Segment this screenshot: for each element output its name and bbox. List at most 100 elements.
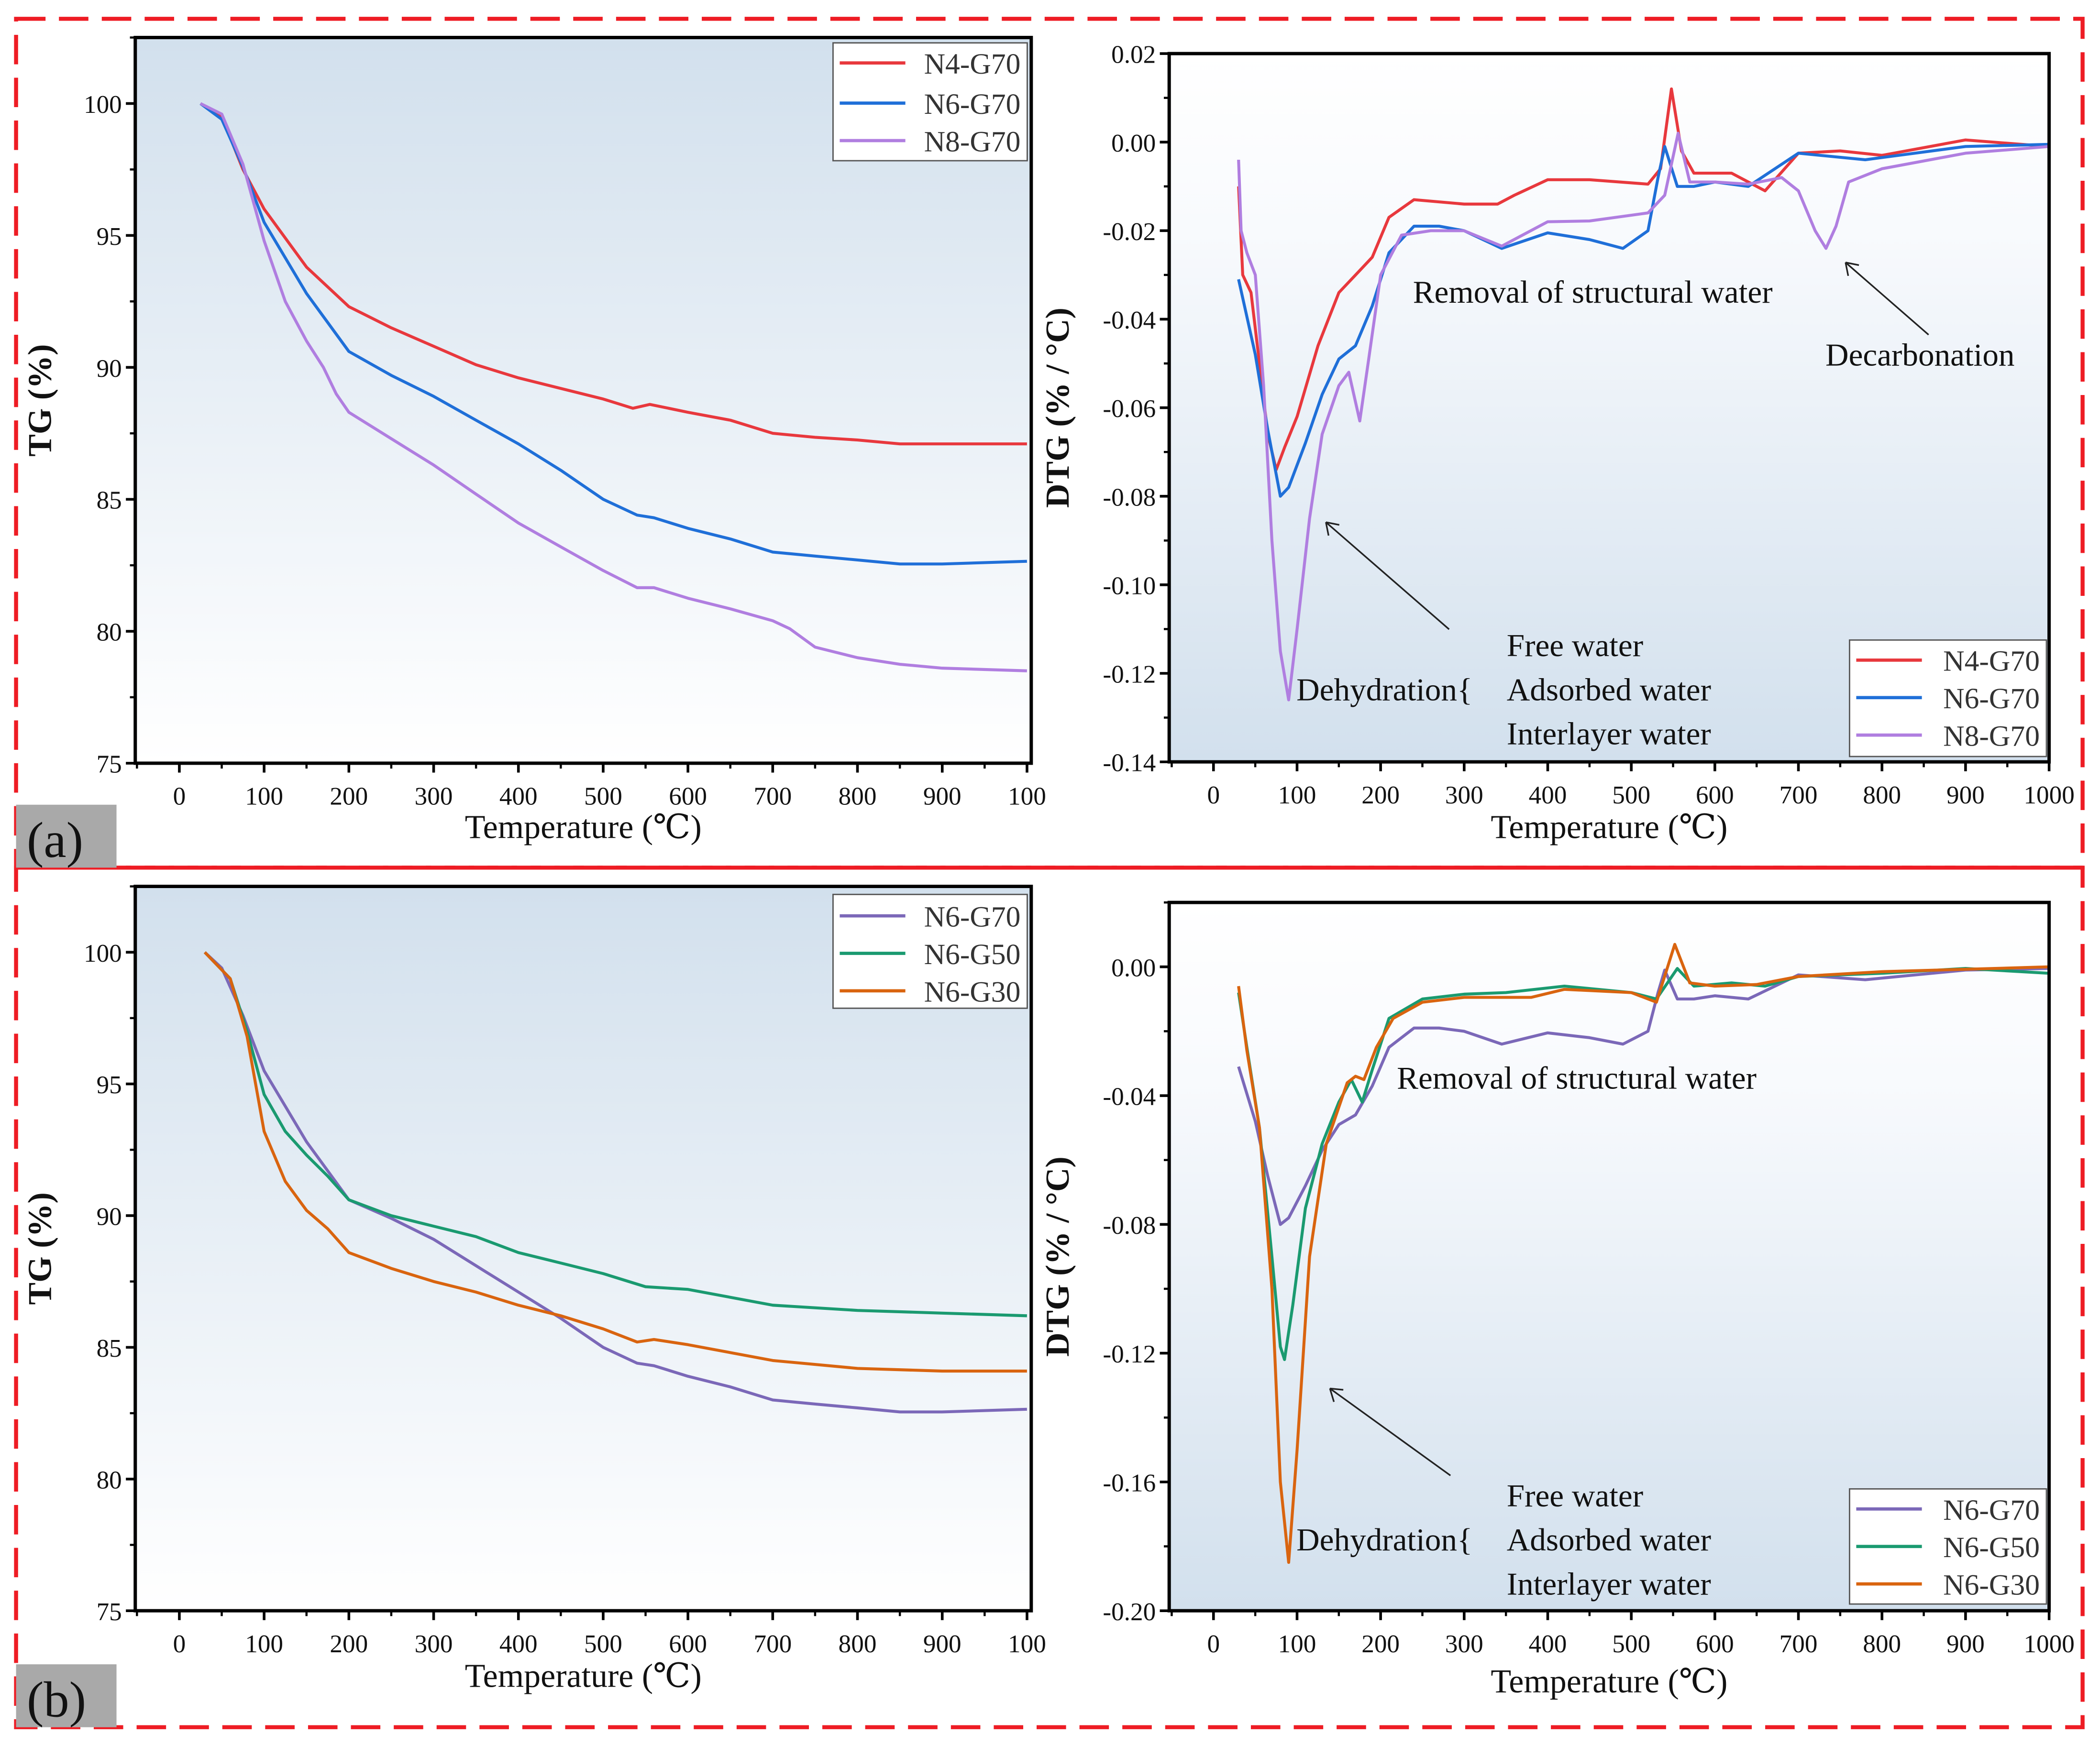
y-tick-label: -0.04 (1103, 306, 1156, 334)
y-tick-label: -0.12 (1103, 660, 1156, 689)
chart-2: 0 100 200 300 400 500 600 700 800 900 100 75 80 85 90 9… (22, 884, 1046, 1695)
x-axis-title: Temperature (℃) (1491, 809, 1727, 846)
annotations-b: Removal of structural water Free water D… (1296, 1060, 1757, 1602)
annotation-free-water: Free water (1507, 1478, 1643, 1514)
x-tick-label: 600 (669, 782, 707, 811)
annotation-interlayer-water: Interlayer water (1507, 716, 1711, 752)
series-line-n6-g30 (1237, 943, 2049, 1564)
annotation-dehydration: Dehydration{ (1296, 1522, 1472, 1558)
x-tick-label: 800 (839, 782, 877, 811)
y-axis-title: TG (%) (22, 1192, 58, 1305)
y-tick-label: 80 (97, 1466, 122, 1494)
dehydration-arrowhead (1329, 1387, 1344, 1402)
y-tick-label: 80 (97, 618, 122, 647)
y-tick-label: 100 (84, 939, 122, 967)
chart-1: 0 100 200 300 400 500 600 700 800 900 1000 -0.14 -0.… (1039, 41, 2075, 846)
dehydration-arrow (1329, 1388, 1451, 1476)
x-axis-title: Temperature (℃) (465, 809, 702, 846)
x-tick-label: 600 (1696, 781, 1734, 809)
legend-label: N4-G70 (1943, 645, 2040, 678)
x-tick-label: 100 (1278, 1630, 1316, 1658)
x-tick-label: 900 (923, 782, 962, 811)
x-tick-label: 900 (1946, 1630, 1985, 1658)
x-tick-label: 100 (1008, 1630, 1046, 1658)
axes-frame (1167, 900, 2051, 1613)
x-tick-label: 300 (415, 1630, 453, 1658)
x-tick-label: 300 (1445, 781, 1483, 809)
y-tick-label: -0.08 (1103, 1211, 1156, 1240)
x-tick-label: 100 (1278, 781, 1316, 809)
series-line-n4-g70 (199, 102, 1027, 446)
chart-0: 0 100 200 300 400 500 600 700 800 900 100 75 80 85 90 9… (22, 35, 1046, 846)
x-tick-label: 700 (753, 782, 792, 811)
panel-b-label: (b) (27, 1671, 86, 1728)
annotation-structural-water: Removal of structural water (1397, 1060, 1757, 1096)
y-tick-label: 75 (97, 1598, 122, 1626)
x-tick-label: 0 (173, 1630, 186, 1658)
axes-frame (133, 884, 1033, 1613)
y-tick-label: 90 (97, 1203, 122, 1231)
dehydration-arrowhead (1325, 521, 1340, 536)
annotation-interlayer-water: Interlayer water (1507, 1566, 1711, 1602)
x-tick-label: 0 (173, 782, 186, 811)
annotation-free-water: Free water (1507, 627, 1643, 663)
dehydration-arrow (1325, 521, 1450, 630)
x-tick-label: 100 (245, 782, 283, 811)
x-tick-label: 700 (753, 1630, 792, 1658)
x-tick-label: 800 (1863, 1630, 1901, 1658)
x-tick-label: 100 (1008, 782, 1046, 811)
y-tick-label: 0.02 (1111, 41, 1156, 69)
x-tick-label: 500 (1612, 781, 1650, 809)
x-axis-title: Temperature (℃) (1491, 1663, 1727, 1700)
x-tick-label: 0 (1207, 781, 1220, 809)
x-tick-label: 400 (499, 1630, 538, 1658)
panel-a-label: (a) (27, 812, 83, 868)
legend-label: N6-G70 (924, 88, 1021, 121)
series-line-n8-g70 (199, 102, 1027, 672)
series-line-n6-g30 (203, 951, 1027, 1373)
legend-label: N6-G50 (924, 938, 1021, 971)
y-axis-title: DTG (% / °C) (1039, 1156, 1076, 1357)
annotation-decarbonation: Decarbonation (1825, 337, 2014, 373)
annotation-structural-water: Removal of structural water (1413, 274, 1773, 310)
decarbonation-arrowhead (1845, 262, 1859, 276)
x-tick-label: 900 (923, 1630, 962, 1658)
axes-frame (133, 35, 1033, 765)
x-tick-label: 0 (1207, 1630, 1220, 1658)
legend-label: N6-G70 (1943, 1494, 2040, 1526)
x-tick-label: 500 (584, 782, 622, 811)
legend: N6-G70 N6-G50 N6-G30 (832, 893, 1028, 1009)
y-tick-label: -0.10 (1103, 571, 1156, 600)
y-tick-label: 95 (97, 1071, 122, 1099)
x-tick-label: 500 (1612, 1630, 1650, 1658)
x-tick-label: 800 (839, 1630, 877, 1658)
x-tick-label: 200 (330, 1630, 368, 1658)
x-tick-label: 1000 (2023, 781, 2074, 809)
chart-3: 0 100 200 300 400 500 600 700 800 900 1000 -0.20 -0.… (1039, 900, 2075, 1700)
y-tick-label: -0.16 (1103, 1469, 1156, 1497)
panel-b-frame (14, 866, 2085, 1729)
series-line-n6-g70 (1237, 967, 2049, 1226)
x-tick-label: 400 (1529, 1630, 1567, 1658)
annotation-adsorbed-water: Adsorbed water (1507, 671, 1711, 707)
y-tick-label: 75 (97, 750, 122, 779)
x-axis-title: Temperature (℃) (465, 1658, 702, 1695)
y-tick-label: -0.06 (1103, 395, 1156, 423)
y-tick-label: 85 (97, 486, 122, 515)
series-line-n6-g70 (199, 102, 1027, 566)
y-tick-label: -0.14 (1103, 749, 1156, 777)
y-tick-label: -0.04 (1103, 1083, 1156, 1111)
y-tick-label: 0.00 (1111, 129, 1156, 157)
x-tick-label: 600 (1696, 1630, 1734, 1658)
annotations-a: Removal of structural water Decarbonatio… (1296, 262, 2015, 752)
panel-a-label-bg (16, 804, 117, 868)
x-tick-label: 400 (499, 782, 538, 811)
y-tick-label: 90 (97, 354, 122, 383)
x-tick-label: 600 (669, 1630, 707, 1658)
legend-label: N6-G30 (924, 976, 1021, 1008)
series-line-n6-g50 (203, 951, 1027, 1318)
series-line-n6-g70 (203, 951, 1027, 1414)
legend: N4-G70 N6-G70 N8-G70 (1849, 639, 2047, 758)
annotation-adsorbed-water: Adsorbed water (1507, 1522, 1711, 1558)
